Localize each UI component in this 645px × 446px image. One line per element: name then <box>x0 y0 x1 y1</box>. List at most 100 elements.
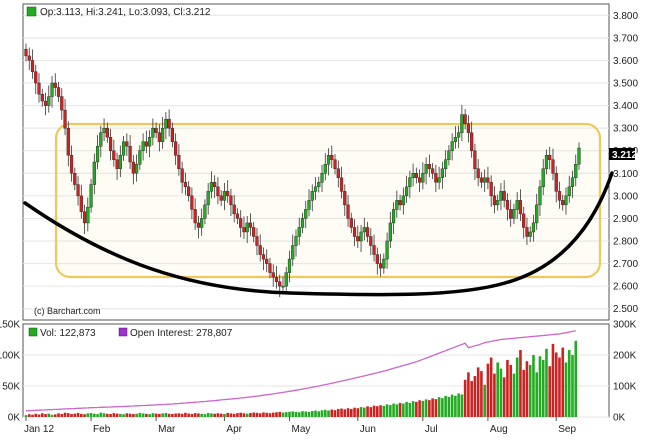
candle-body <box>297 227 301 237</box>
candle-body <box>125 141 129 147</box>
candle-body <box>180 168 184 183</box>
volume-bar <box>320 410 324 417</box>
candle-body <box>333 159 337 169</box>
candle-body <box>489 182 493 197</box>
open-interest-legend-swatch <box>118 327 128 337</box>
candle-body <box>352 227 357 237</box>
candle-body <box>200 218 204 228</box>
volume-bar <box>70 414 73 417</box>
candle-body <box>226 191 230 197</box>
candle-body <box>382 258 386 269</box>
last-price-label: 3.212 <box>612 150 637 161</box>
candle-body <box>164 118 168 129</box>
candle-body <box>265 258 269 264</box>
volume-bar <box>96 414 99 417</box>
candle-body <box>404 186 409 197</box>
volume-bar <box>317 411 321 417</box>
volume-bar <box>554 352 558 417</box>
candle-body <box>388 222 392 242</box>
candle-body <box>440 168 444 178</box>
candle-body <box>203 204 207 219</box>
candle-body <box>209 182 214 192</box>
candle-body <box>339 177 344 192</box>
x-tick-label: Aug <box>490 424 508 435</box>
volume-right-tick-label: 300K <box>613 320 637 331</box>
volume-bar <box>31 414 34 417</box>
volume-bar <box>128 413 132 417</box>
ohlc-swatch <box>26 6 37 17</box>
ohlc-header: Op:3.113, Hi:3.241, Lo:3.093, Cl:3.212 <box>40 7 211 18</box>
volume-bar <box>219 413 223 417</box>
volume-bar <box>366 406 369 417</box>
volume-bar <box>76 412 80 417</box>
candle-body <box>261 254 266 260</box>
candle-body <box>554 173 558 192</box>
candle-body <box>174 141 178 156</box>
x-tick-label: Apr <box>226 424 242 435</box>
candle-body <box>385 240 389 260</box>
candle-body <box>30 60 35 72</box>
volume-bar <box>493 373 496 417</box>
candle-body <box>53 82 57 88</box>
candle-body <box>187 186 191 197</box>
volume-bar <box>193 413 197 417</box>
volume-bar <box>109 414 112 417</box>
x-tick-label: Sep <box>558 424 576 435</box>
volume-right-tick-label: 0K <box>613 413 626 424</box>
volume-bar <box>483 384 486 417</box>
volume-bar <box>441 398 444 417</box>
candle-body <box>170 127 174 142</box>
volume-bar <box>558 357 561 417</box>
candle-body <box>278 281 282 287</box>
volume-bar <box>444 395 447 417</box>
candle-body <box>460 114 464 133</box>
volume-bar <box>271 412 275 417</box>
volume-bar <box>180 413 184 417</box>
volume-bar <box>132 414 135 417</box>
candle-body <box>121 141 126 156</box>
candle-body <box>424 164 428 174</box>
price-y-tick-label: 2.700 <box>613 259 638 270</box>
volume-bar <box>232 413 236 417</box>
volume-bar <box>115 413 119 417</box>
volume-bar <box>525 361 529 417</box>
volume-bar <box>216 413 220 417</box>
candle-body <box>531 222 536 233</box>
volume-bar <box>291 411 295 417</box>
volume-bar <box>304 411 308 417</box>
candle-body <box>401 195 405 206</box>
candle-body <box>274 276 279 282</box>
candle-body <box>177 155 181 169</box>
volume-bar <box>83 414 86 417</box>
candle-body <box>134 164 139 174</box>
volume-left-tick-label: 0K <box>8 413 21 424</box>
volume-bar <box>44 414 47 417</box>
candle-body <box>138 150 142 165</box>
volume-bar <box>392 403 395 417</box>
volume-bar <box>80 413 83 417</box>
candle-body <box>304 209 308 219</box>
candle-body <box>378 263 383 269</box>
volume-bar <box>398 402 402 417</box>
candle-body <box>193 209 197 224</box>
volume-bar <box>229 413 233 417</box>
volume-bar <box>223 413 226 417</box>
candle-body <box>281 285 285 288</box>
x-tick-label: Jun <box>360 424 376 435</box>
candle-body <box>391 209 396 224</box>
volume-bar <box>564 362 568 417</box>
x-tick-label: May <box>291 424 310 435</box>
volume-bar <box>506 359 509 417</box>
volume-bar <box>34 413 38 417</box>
volume-bar <box>473 376 477 417</box>
volume-bar <box>489 357 493 417</box>
candle-body <box>411 173 415 179</box>
candle-body <box>538 186 542 206</box>
volume-bar <box>327 410 330 417</box>
open-interest-line <box>25 329 576 412</box>
candle-body <box>567 186 571 197</box>
candle-body <box>496 200 500 206</box>
volume-bar <box>158 413 161 417</box>
candle-body <box>284 272 288 287</box>
